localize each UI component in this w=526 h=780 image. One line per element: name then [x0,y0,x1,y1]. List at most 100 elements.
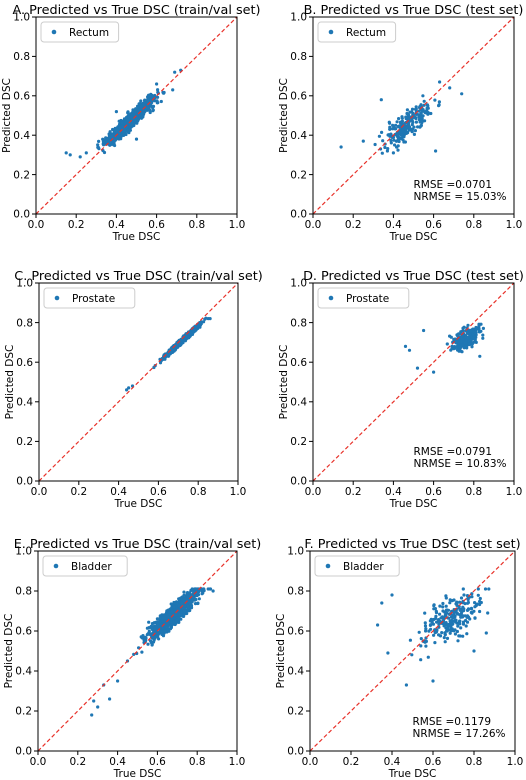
data-point [114,110,118,114]
x-tick-label: 0.4 [108,219,125,231]
data-point [478,596,482,601]
data-point [464,624,468,628]
x-axis-label: True DSC [389,498,438,510]
data-point [142,110,147,114]
x-tick-label: 0.2 [68,219,85,231]
x-tick-label: 0.0 [305,219,322,231]
legend-label: Bladder [343,561,384,573]
y-tick-label: 0.2 [16,436,33,448]
data-point [200,592,204,596]
data-point [149,640,153,645]
x-tick-label: 1.0 [506,219,523,231]
data-point [459,349,463,353]
data-point [417,630,421,634]
y-tick-label: 0.6 [15,626,32,638]
data-point [193,602,198,606]
data-point [473,616,477,620]
panel-3: 0.0 0.2 0.4 0.6 0.8 1.00.00.20.40.60.81.0C. P… [4,269,263,510]
data-point [419,111,423,116]
plot-frame [312,16,515,215]
data-point [481,336,485,340]
data-point [434,616,438,621]
data-point [481,326,485,330]
data-point [444,608,449,612]
data-point [465,620,470,624]
metric-annotation: RMSE =0.0701 [414,179,493,191]
data-point [456,624,460,628]
data-point [163,629,167,633]
data-point [448,86,452,90]
data-point [136,105,140,109]
data-point [115,128,119,132]
data-point [68,153,72,157]
data-point [156,101,160,105]
data-point [191,330,195,334]
data-point [380,151,384,155]
data-point [445,636,450,641]
data-point [471,327,475,331]
data-point [406,113,410,117]
data-point [396,148,400,152]
data-point [400,129,404,134]
data-point [379,98,383,102]
data-point [461,622,466,626]
data-point [140,114,144,118]
y-tick-label: 0.8 [13,51,30,63]
data-point [126,111,130,115]
data-point [448,601,452,605]
data-point [456,639,460,643]
data-point [180,601,184,605]
data-point [404,683,408,687]
x-tick-label: 0.8 [189,756,206,768]
data-point [190,587,194,591]
data-point [185,611,189,616]
data-point [165,626,169,630]
data-point [339,145,343,149]
y-tick-label: 1.0 [16,278,33,290]
scatter-points [125,316,212,392]
data-point [116,679,120,683]
data-point [432,370,436,374]
data-point [443,633,447,637]
data-point [412,132,416,136]
y-axis-label: Predicted DSC [275,614,287,689]
x-tick-label: 1.0 [506,486,523,498]
data-point [466,608,470,612]
data-point [440,631,444,635]
data-point [147,620,151,624]
data-point [392,125,396,130]
data-point [428,623,432,628]
data-point [459,339,463,344]
data-point [208,587,213,591]
data-point [194,325,198,329]
data-point [184,333,188,338]
data-point [147,95,152,99]
data-point [431,679,435,683]
data-point [111,143,116,147]
data-point [182,604,187,608]
data-point [179,612,183,616]
data-point [386,651,390,655]
data-point [477,324,481,328]
data-point [159,99,163,104]
chart-title: E. Predicted vs True DSC (train/val set) [14,537,262,552]
legend: Prostate [43,287,136,309]
data-point [182,590,186,594]
y-tick-label: 1.0 [290,12,307,24]
x-tick-label: 0.2 [343,756,360,768]
data-point [389,138,393,143]
data-point [475,602,479,606]
y-tick-label: 0.8 [16,317,33,329]
data-point [161,616,165,620]
data-point [478,354,482,358]
data-point [156,622,160,626]
data-point [445,629,449,633]
data-point [429,627,433,631]
y-tick-label: 0.6 [287,626,304,638]
data-point [126,118,130,122]
panel-4: 0.0 0.2 0.4 0.6 0.8 1.00.00.20.40.60.81.0D. P… [278,269,524,510]
data-point [421,94,425,98]
data-point [458,600,462,604]
legend-box [42,555,128,577]
data-point [380,601,384,605]
